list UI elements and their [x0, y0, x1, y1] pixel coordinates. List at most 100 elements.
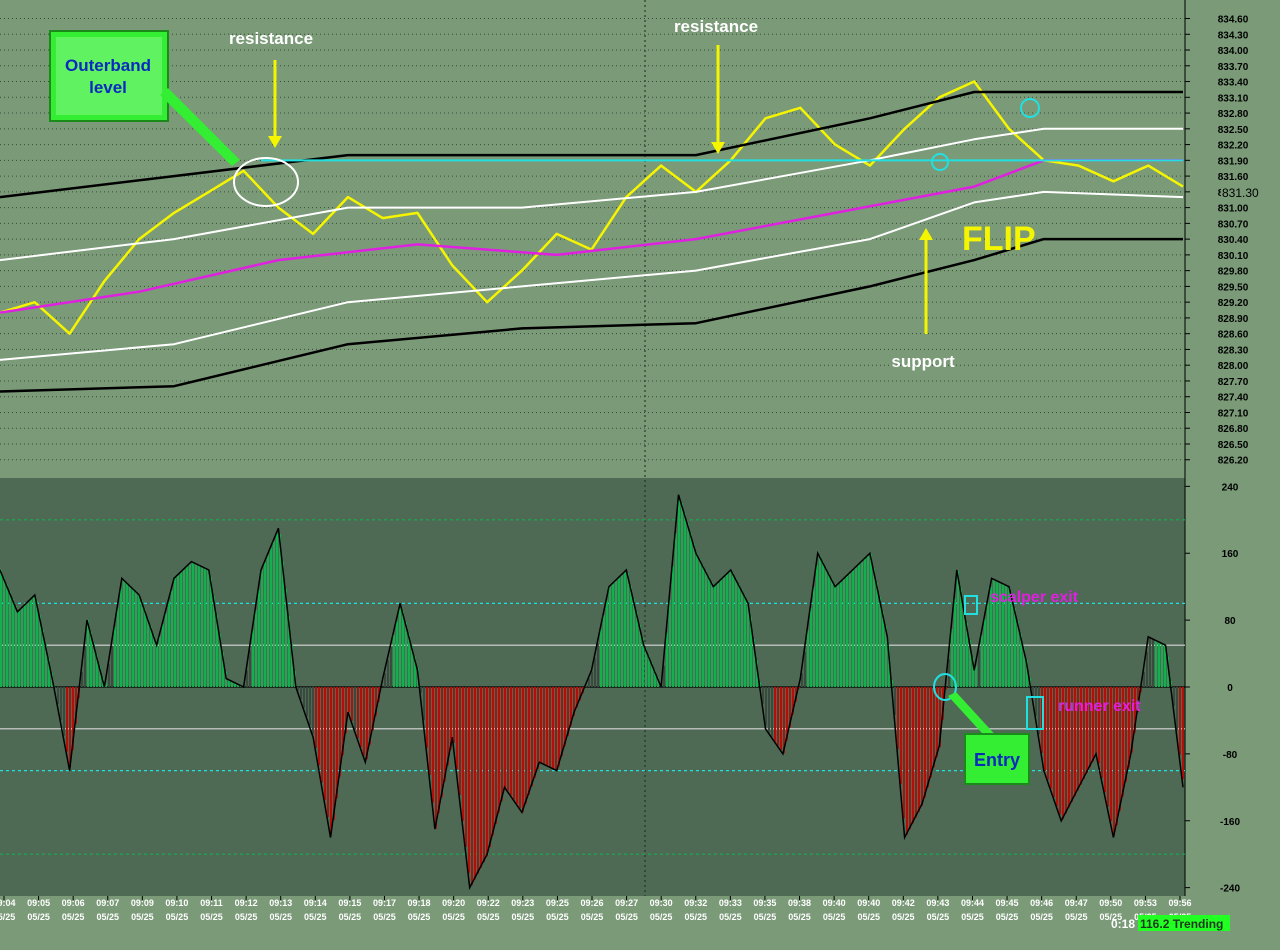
oscillator-bar: [447, 687, 449, 766]
oscillator-bar: [408, 633, 410, 687]
oscillator-bar: [258, 589, 260, 687]
oscillator-bar: [609, 586, 611, 687]
oscillator-bar: [648, 655, 650, 687]
oscillator-bar: [948, 659, 950, 687]
oscillator-bar: [1056, 687, 1058, 806]
oscillator-bar: [465, 687, 467, 847]
oscillator-bar: [279, 534, 281, 687]
time-tick-label: 09:13: [269, 898, 292, 908]
oscillator-bar: [723, 577, 725, 687]
time-tick-label: 09:17: [373, 898, 396, 908]
oscillator-bar: [1146, 651, 1148, 687]
time-tick-label: 09:18: [408, 898, 431, 908]
oscillator-bar: [621, 575, 623, 687]
oscillator-bar: [192, 561, 194, 687]
oscillator-bar: [675, 533, 677, 687]
oscillator-bar: [810, 608, 812, 687]
support-label: support: [891, 352, 955, 371]
date-tick-label: 05/25: [615, 912, 638, 922]
oscillator-tick-label: 0: [1227, 683, 1233, 694]
oscillator-bar: [594, 658, 596, 687]
time-tick-label: 09:44: [961, 898, 984, 908]
oscillator-bar: [105, 683, 107, 687]
oscillator-bar: [768, 687, 770, 733]
date-tick-label: 05/25: [339, 912, 362, 922]
oscillator-bar: [789, 687, 791, 728]
date-tick-label: 05/25: [788, 912, 811, 922]
oscillator-bar: [288, 616, 290, 687]
oscillator-bar: [96, 654, 98, 687]
oscillator-bar: [486, 687, 488, 857]
oscillator-bar: [726, 574, 728, 687]
oscillator-bar: [642, 637, 644, 687]
oscillator-bar: [744, 595, 746, 687]
oscillator-bar: [984, 618, 986, 687]
outerband-pointer: [160, 88, 240, 166]
oscillator-bar: [255, 610, 257, 687]
date-tick-label: 05/25: [996, 912, 1019, 922]
oscillator-bar: [861, 561, 863, 687]
oscillator-bar: [150, 626, 152, 687]
oscillator-bar: [15, 606, 17, 687]
oscillator-bar: [702, 564, 704, 687]
oscillator-bar: [483, 687, 485, 863]
oscillator-bar: [615, 580, 617, 687]
price-tick-label: 828.90: [1218, 314, 1249, 325]
oscillator-bar: [714, 585, 716, 687]
price-tick-label: 830.70: [1218, 219, 1249, 230]
price-tick-label: 833.40: [1218, 78, 1249, 89]
oscillator-bar: [663, 665, 665, 687]
oscillator-bar: [801, 673, 803, 687]
oscillator-bar: [528, 687, 530, 795]
oscillator-bar: [273, 541, 275, 687]
oscillator-bar: [630, 585, 632, 687]
oscillator-bar: [870, 553, 872, 687]
oscillator-bar: [1089, 687, 1091, 768]
oscillator-bar: [423, 687, 425, 721]
oscillator-bar: [300, 687, 302, 700]
oscillator-bar: [510, 687, 512, 796]
resistance-circle: [233, 157, 299, 207]
oscillator-bar: [1161, 642, 1163, 687]
oscillator-bar: [213, 596, 215, 687]
scalper-exit-label: scalper exit: [990, 589, 1079, 606]
oscillator-bar: [924, 687, 926, 798]
oscillator-bar: [153, 634, 155, 687]
oscillator-bar: [876, 582, 878, 687]
oscillator-bar: [879, 597, 881, 687]
oscillator-bar: [573, 687, 575, 716]
oscillator-bar: [816, 565, 818, 687]
oscillator-bar: [1005, 584, 1007, 687]
oscillator-bar: [270, 548, 272, 687]
oscillator-bar: [321, 687, 323, 783]
oscillator-bar: [108, 664, 110, 687]
oscillator-bar: [267, 555, 269, 687]
oscillator-bar: [996, 580, 998, 687]
top-marker-circle: [1020, 98, 1040, 118]
time-tick-label: 09:40: [857, 898, 880, 908]
oscillator-bar: [936, 687, 938, 758]
oscillator-bar: [1137, 687, 1139, 713]
oscillator-bar: [333, 687, 335, 820]
oscillator-bar: [597, 643, 599, 687]
oscillator-bar: [684, 513, 686, 687]
price-tick-label: 828.60: [1218, 330, 1249, 341]
date-tick-label: 05/25: [62, 912, 85, 922]
oscillator-bar: [336, 687, 338, 799]
oscillator-bar: [1101, 687, 1103, 778]
time-tick-label: 09:26: [580, 898, 603, 908]
oscillator-bar: [297, 687, 299, 691]
time-tick-label: 09:46: [1030, 898, 1053, 908]
price-tick-label: 831.60: [1218, 172, 1249, 183]
oscillator-bar: [63, 687, 65, 736]
oscillator-bar: [357, 687, 359, 739]
date-tick-label: 05/25: [754, 912, 777, 922]
time-tick-label: 09:10: [165, 898, 188, 908]
oscillator-bar: [828, 573, 830, 687]
oscillator-bar: [1164, 644, 1166, 687]
oscillator-bar: [162, 624, 164, 687]
oscillator-bar: [1092, 687, 1094, 762]
oscillator-bar: [963, 605, 965, 687]
oscillator-bar: [324, 687, 326, 800]
oscillator-bar: [627, 573, 629, 687]
